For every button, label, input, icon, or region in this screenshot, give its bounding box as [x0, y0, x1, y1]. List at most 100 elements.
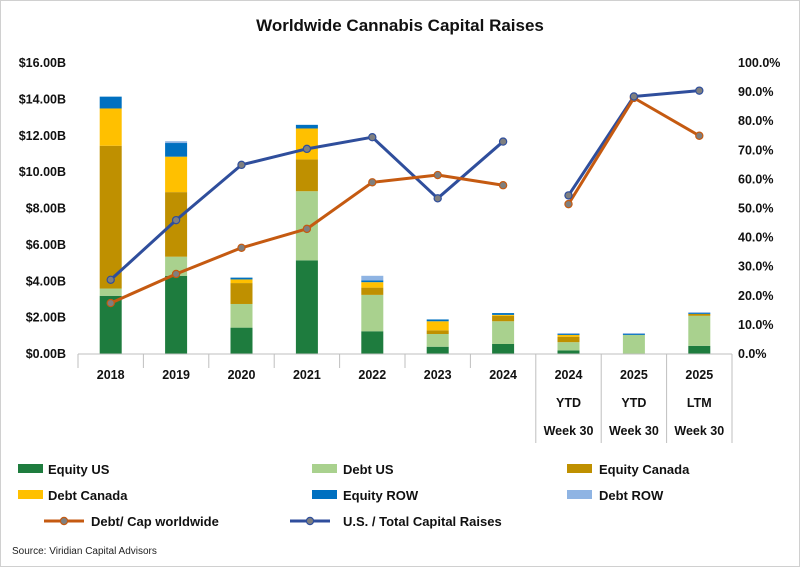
- point-debt-cap-worldwide-0: [106, 298, 115, 308]
- x-tick-label-4-0: 2022: [358, 368, 386, 382]
- bar-debt-canada-6: [492, 314, 515, 316]
- legend-marker-u-s-total-capital-raises: [305, 516, 315, 526]
- x-tick-label-3-0: 2021: [293, 368, 321, 382]
- bar-debt-canada-1: [165, 156, 188, 193]
- bar-debt-row-4: [361, 275, 384, 281]
- bar-debt-us-5: [426, 333, 449, 347]
- y-right-tick-label-1: 10.0%: [738, 318, 773, 332]
- bar-debt-us-9: [688, 315, 711, 346]
- y-right-tick-label-6: 60.0%: [738, 172, 773, 186]
- point-u-s-total-capital-raises-8: [629, 92, 639, 101]
- point-u-s-total-capital-raises-3: [302, 144, 312, 154]
- point-u-s-total-capital-raises-7: [564, 191, 573, 200]
- bar-debt-canada-5: [426, 321, 449, 331]
- x-tick-label-8-1: YTD: [621, 396, 646, 410]
- legend-label-us-total: U.S. / Total Capital Raises: [343, 514, 502, 529]
- legend-label-debt-us: Debt US: [343, 462, 394, 477]
- legend-marker-debt-cap-worldwide: [59, 516, 69, 526]
- bar-debt-us-2: [230, 303, 253, 328]
- y-left-tick-label-5: $10.00B: [19, 165, 66, 179]
- x-tick-label-6-0: 2024: [489, 368, 517, 382]
- point-u-s-total-capital-raises-6: [498, 137, 508, 146]
- point-debt-cap-worldwide-3: [302, 224, 312, 234]
- point-debt-cap-worldwide-9: [695, 131, 704, 140]
- bar-equity-row-7: [557, 333, 580, 335]
- x-tick-label-0-0: 2018: [97, 368, 125, 382]
- bar-equity-canada-3: [295, 159, 318, 192]
- bar-debt-row-9: [688, 312, 711, 314]
- legend-swatch-equity-canada: [567, 464, 592, 473]
- bar-equity-canada-0: [99, 145, 122, 289]
- point-u-s-total-capital-raises-0: [106, 275, 115, 284]
- legend-label-debt-row: Debt ROW: [599, 488, 664, 503]
- bar-equity-canada-7: [557, 336, 580, 343]
- bar-equity-us-0: [99, 295, 122, 354]
- bar-equity-canada-9: [688, 313, 711, 316]
- x-tick-label-9-2: Week 30: [674, 424, 724, 438]
- source-note: Source: Viridian Capital Advisors: [12, 546, 157, 557]
- bar-debt-canada-4: [361, 282, 384, 288]
- point-u-s-total-capital-raises-1: [171, 215, 181, 225]
- bar-equity-canada-1: [165, 192, 188, 257]
- legend-keys: [18, 464, 592, 526]
- bar-debt-us-0: [99, 288, 122, 296]
- y-left-tick-label-2: $4.00B: [26, 274, 66, 288]
- bar-debt-canada-0: [99, 108, 122, 146]
- bar-equity-row-2: [230, 277, 253, 280]
- legend-swatch-debt-row: [567, 490, 592, 499]
- y-right-tick-label-7: 70.0%: [738, 143, 773, 157]
- y-left-tick-label-0: $0.00B: [26, 347, 66, 361]
- bar-equity-us-4: [361, 331, 384, 354]
- y-left-tick-label-3: $6.00B: [26, 238, 66, 252]
- bar-equity-canada-6: [492, 315, 515, 322]
- bar-equity-row-6: [492, 313, 515, 315]
- legend-swatch-debt-canada: [18, 490, 43, 499]
- bar-debt-canada-7: [557, 334, 580, 337]
- bar-debt-row-8: [622, 333, 645, 334]
- legend-label-equity-us: Equity US: [48, 462, 110, 477]
- legend-label-equity-row: Equity ROW: [343, 488, 419, 503]
- bar-debt-row-7: [557, 333, 580, 334]
- point-u-s-total-capital-raises-9: [695, 86, 704, 95]
- bar-debt-row-1: [165, 141, 188, 144]
- point-debt-cap-worldwide-1: [171, 269, 181, 279]
- bar-debt-us-8: [622, 334, 645, 354]
- legend-swatch-equity-us: [18, 464, 43, 473]
- x-tick-label-7-2: Week 30: [544, 424, 594, 438]
- bar-debt-us-4: [361, 294, 384, 332]
- y-right-tick-label-8: 80.0%: [738, 114, 773, 128]
- x-tick-label-8-2: Week 30: [609, 424, 659, 438]
- x-tick-label-9-1: LTM: [687, 396, 712, 410]
- bar-equity-row-1: [165, 143, 188, 157]
- point-debt-cap-worldwide-5: [433, 170, 442, 180]
- legend-label-debt-canada: Debt Canada: [48, 488, 128, 503]
- x-tick-label-7-1: YTD: [556, 396, 581, 410]
- y-right-tick-label-5: 50.0%: [738, 202, 773, 216]
- x-tick-label-5-0: 2023: [424, 368, 452, 382]
- chart-title: Worldwide Cannabis Capital Raises: [256, 16, 544, 35]
- bar-equity-us-1: [165, 275, 188, 354]
- point-u-s-total-capital-raises-2: [237, 160, 246, 170]
- bar-equity-row-5: [426, 319, 449, 322]
- y-right-tick-label-0: 0.0%: [738, 347, 767, 361]
- bar-equity-row-9: [688, 313, 711, 314]
- y-left-tick-label-7: $14.00B: [19, 92, 66, 106]
- y-right-tick-label-9: 90.0%: [738, 85, 773, 99]
- x-tick-label-1-0: 2019: [162, 368, 190, 382]
- point-debt-cap-worldwide-7: [564, 199, 573, 209]
- axes-layer: $0.00B $2.00B $4.00B $6.00B $8.00B $10.00B $12…: [19, 56, 780, 443]
- line-layer: [106, 86, 704, 308]
- line-u-s-total-capital-raises-segment-1: [567, 89, 700, 197]
- y-right-tick-label-10: 100.0%: [738, 56, 780, 70]
- y-left-tick-label-4: $8.00B: [26, 202, 66, 216]
- bar-layer: [99, 96, 711, 354]
- point-u-s-total-capital-raises-4: [368, 133, 377, 142]
- line-debt-cap-worldwide-segment-1: [567, 96, 701, 205]
- bar-equity-us-9: [688, 345, 711, 354]
- bar-equity-canada-4: [361, 287, 384, 295]
- legend-label-debt-cap-worldwide: Debt/ Cap worldwide: [91, 514, 219, 529]
- y-left-tick-label-6: $12.00B: [19, 129, 66, 143]
- bar-debt-us-6: [492, 321, 515, 344]
- y-left-tick-label-1: $2.00B: [26, 311, 66, 325]
